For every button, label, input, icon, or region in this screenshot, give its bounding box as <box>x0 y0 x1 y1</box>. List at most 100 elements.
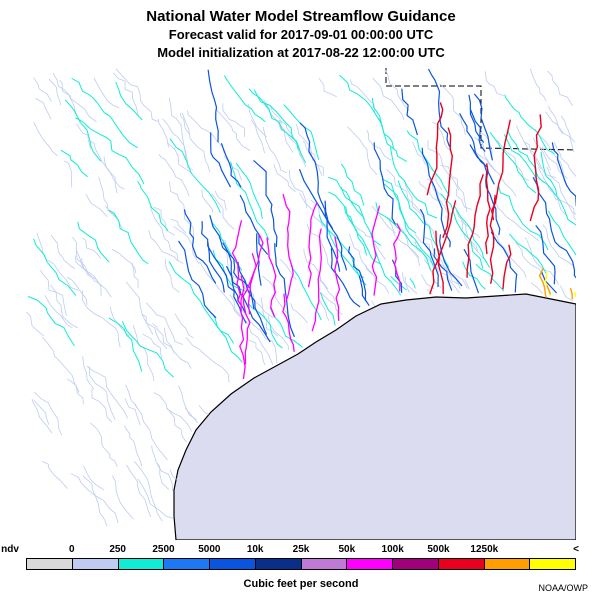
river-segment <box>529 114 542 222</box>
river-segment <box>263 103 294 153</box>
river-segment <box>516 125 541 170</box>
river-segment <box>184 209 217 284</box>
river-segment <box>82 475 119 524</box>
river-segment <box>253 89 306 163</box>
river-segment <box>153 392 192 432</box>
river-segment <box>174 313 194 339</box>
river-segment <box>52 72 77 115</box>
legend-label: 10k <box>246 544 264 555</box>
river-segment <box>375 250 401 296</box>
legend-label: 5000 <box>198 544 221 555</box>
river-segment <box>535 225 556 285</box>
river-segment <box>131 263 139 289</box>
river-segment <box>319 272 336 302</box>
river-segment <box>214 101 251 151</box>
river-segment <box>50 234 75 269</box>
river-segment <box>456 188 472 210</box>
river-segment <box>489 132 537 194</box>
river-segment <box>178 240 217 318</box>
river-segment <box>152 323 192 369</box>
river-segment <box>345 206 367 256</box>
river-segment <box>429 200 457 295</box>
river-segment <box>82 290 121 348</box>
river-segment <box>255 233 262 286</box>
river-segment <box>251 119 265 154</box>
river-segment <box>428 68 450 147</box>
river-segment <box>179 112 190 135</box>
river-segment <box>86 366 128 419</box>
credit-label: NOAA/OWP <box>538 583 588 593</box>
river-segment <box>414 241 439 275</box>
streamflow-map <box>26 68 576 540</box>
river-segment <box>248 340 266 366</box>
forecast-valid-time: Forecast valid for 2017-09-01 00:00:00 U… <box>168 27 434 42</box>
river-segment <box>110 306 130 337</box>
river-segment <box>427 140 460 191</box>
gulf-water <box>173 293 576 540</box>
river-segment <box>440 193 484 269</box>
river-segment <box>469 144 501 236</box>
river-segment <box>235 162 263 219</box>
river-segment <box>44 295 73 329</box>
river-segment <box>94 77 120 109</box>
legend-color-bar <box>26 558 576 570</box>
legend-label: 0 <box>69 544 75 555</box>
river-segment <box>498 185 549 250</box>
river-segment <box>112 72 139 116</box>
river-segment <box>340 187 365 220</box>
river-segment <box>540 151 576 226</box>
river-segment <box>551 142 576 207</box>
river-segment <box>490 231 518 293</box>
river-segment <box>327 176 381 246</box>
river-segment <box>545 111 574 152</box>
river-segment <box>166 407 187 443</box>
river-segment <box>270 105 282 125</box>
river-segment <box>149 205 179 261</box>
river-segment <box>221 143 242 188</box>
river-segment <box>404 276 410 293</box>
units-label: Cubic feet per second <box>243 578 359 590</box>
river-segment <box>371 205 397 234</box>
river-segment <box>157 462 169 490</box>
river-segment <box>34 391 62 436</box>
legend-swatch <box>27 559 73 569</box>
river-segment <box>440 164 468 213</box>
river-segment <box>165 258 180 293</box>
river-segment <box>401 88 418 136</box>
river-segment <box>530 68 547 102</box>
river-segment <box>75 250 102 297</box>
river-segment <box>318 214 364 278</box>
river-segment <box>169 469 177 480</box>
river-segment <box>115 68 159 122</box>
river-segment <box>373 142 396 225</box>
river-segment <box>560 115 575 143</box>
river-segment <box>474 137 517 197</box>
river-segment <box>126 464 151 517</box>
river-segment <box>223 155 242 181</box>
river-segment <box>291 266 322 321</box>
river-segment <box>141 313 168 349</box>
river-segment <box>474 93 493 161</box>
river-segment <box>507 131 557 196</box>
river-segment <box>224 75 266 122</box>
river-segment <box>83 465 105 491</box>
legend-label: ndv <box>1 544 19 555</box>
river-segment <box>524 141 557 178</box>
river-segment <box>295 123 323 176</box>
river-segment <box>134 461 163 522</box>
river-segment <box>115 82 143 121</box>
river-segment <box>439 234 463 287</box>
river-segment <box>431 121 452 151</box>
river-segment <box>280 259 297 280</box>
river-segment <box>282 193 294 302</box>
river-segment <box>76 123 91 149</box>
river-segment <box>283 104 320 160</box>
river-segment <box>420 209 439 288</box>
model-init-time: Model initialization at 2017-08-22 12:00… <box>157 45 445 60</box>
state-border <box>385 68 576 151</box>
river-segment <box>375 202 431 271</box>
river-segment <box>186 337 230 383</box>
river-segment <box>207 242 225 293</box>
river-segment <box>347 126 378 175</box>
river-segment <box>371 205 381 296</box>
